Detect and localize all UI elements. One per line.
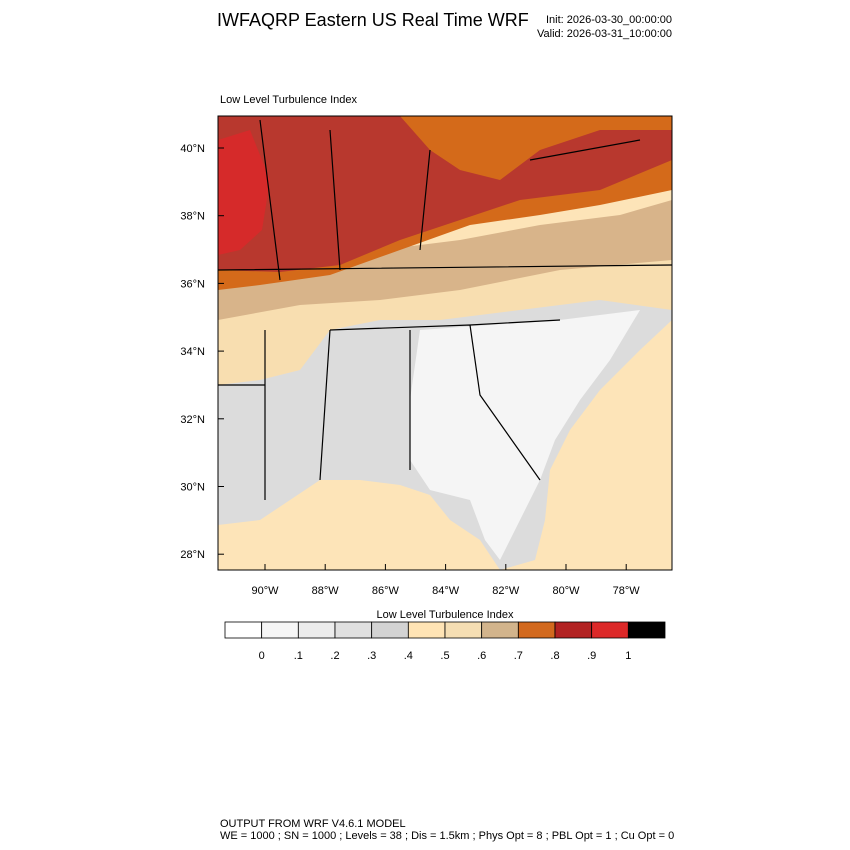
lon-label: 90°W — [251, 585, 279, 597]
colorbar-box — [627, 621, 666, 639]
colorbar-box — [334, 621, 373, 639]
lon-label: 80°W — [552, 585, 580, 597]
colorbar-label: 0 — [259, 650, 265, 662]
valid-time: Valid: 2026-03-31_10:00:00 — [537, 28, 672, 40]
colorbar-label: .4 — [404, 650, 413, 662]
lat-label: 28°N — [180, 549, 205, 561]
lon-label: 86°W — [372, 585, 400, 597]
lat-label: 30°N — [180, 482, 205, 494]
map-subtitle: Low Level Turbulence Index — [220, 94, 357, 106]
footer-line1: OUTPUT FROM WRF V4.6.1 MODEL — [220, 818, 406, 830]
lon-label: 88°W — [312, 585, 340, 597]
colorbar-label: .5 — [440, 650, 449, 662]
lat-labels: 40°N 38°N 36°N 34°N 32°N 30°N 28°N — [180, 143, 224, 561]
colorbar-box — [297, 621, 336, 639]
colorbar-box — [481, 621, 519, 639]
colorbar-box — [261, 621, 299, 639]
colorbar-label: .8 — [550, 650, 559, 662]
colorbar-box — [517, 621, 556, 639]
colorbar-box — [554, 621, 593, 639]
colorbar-box — [371, 621, 409, 639]
lat-label: 40°N — [180, 143, 205, 155]
colorbar-label: .7 — [514, 650, 523, 662]
colorbar-label: .1 — [294, 650, 303, 662]
colorbar-label: .6 — [477, 650, 486, 662]
colorbar-label: .3 — [367, 650, 376, 662]
colorbar-label: .2 — [330, 650, 339, 662]
lat-label: 38°N — [180, 211, 205, 223]
map-frame — [217, 115, 673, 571]
colorbar-box — [224, 621, 263, 639]
lon-label: 78°W — [613, 585, 641, 597]
lat-label: 36°N — [180, 278, 205, 290]
lon-label: 82°W — [492, 585, 520, 597]
footer-line2: WE = 1000 ; SN = 1000 ; Levels = 38 ; Di… — [220, 830, 674, 842]
colorbar-box — [444, 621, 483, 639]
colorbar-label: 1 — [625, 650, 631, 662]
map-field — [218, 116, 672, 570]
init-time: Init: 2026-03-30_00:00:00 — [546, 14, 672, 26]
colorbar-title: Low Level Turbulence Index — [377, 609, 514, 621]
lat-label: 32°N — [180, 414, 205, 426]
lon-labels: 90°W 88°W 86°W 84°W 82°W 80°W 78°W — [251, 564, 640, 597]
lon-label: 84°W — [432, 585, 460, 597]
lat-label: 34°N — [180, 346, 205, 358]
colorbar-label: .9 — [587, 650, 596, 662]
title: IWFAQRP Eastern US Real Time WRF — [217, 10, 529, 30]
colorbar-box — [407, 621, 446, 639]
colorbar-box — [591, 621, 629, 639]
colorbar: 0 .1 .2 .3 .4 .5 .6 .7 .8 .9 1 — [224, 621, 666, 662]
